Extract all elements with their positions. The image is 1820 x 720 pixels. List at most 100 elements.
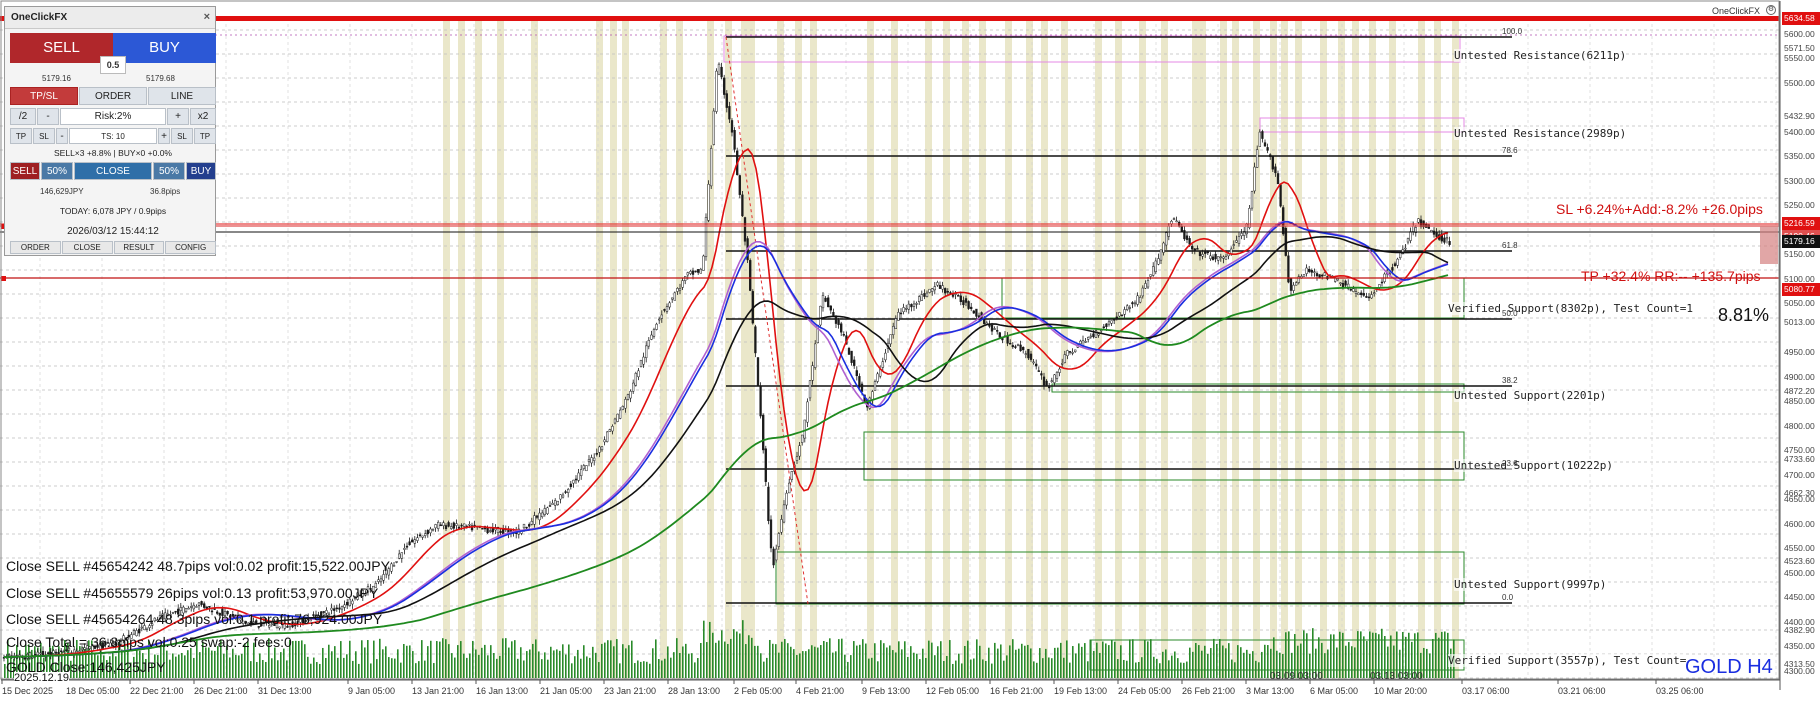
settings-icon[interactable]: ⚙ (1766, 5, 1776, 15)
close-sell-half-button[interactable]: 50% (41, 162, 73, 180)
volume-bar (751, 637, 753, 678)
price-axis-label: 4600.00 (1784, 518, 1815, 529)
volume-bar (352, 660, 354, 678)
close-all-button[interactable]: CLOSE (74, 162, 152, 180)
ts-minus-button[interactable]: - (56, 128, 68, 144)
tab-order-bottom[interactable]: ORDER (10, 241, 61, 254)
buy-button[interactable]: BUY (113, 33, 216, 63)
volume-bar (1039, 648, 1041, 678)
candle-body (975, 308, 978, 317)
tab-result-bottom[interactable]: RESULT (113, 241, 165, 254)
tab-tpsl[interactable]: TP/SL (10, 87, 78, 105)
volume-bar (577, 649, 579, 678)
candle-body (1027, 348, 1030, 359)
tp-left-button[interactable]: TP (10, 128, 32, 144)
tab-config-bottom[interactable]: CONFIG (165, 241, 216, 254)
volume-bar (67, 643, 69, 678)
sl-left-button[interactable]: SL (33, 128, 55, 144)
volume-bar (814, 646, 816, 678)
candle-body (561, 494, 565, 498)
session-band (1041, 18, 1048, 680)
ts-plus-button[interactable]: + (158, 128, 170, 144)
volume-bar (1234, 662, 1236, 678)
candle-body (860, 383, 864, 392)
tab-order[interactable]: ORDER (79, 87, 147, 105)
volume-bar (1384, 636, 1386, 678)
volume-bar (547, 659, 549, 678)
volume-bar (769, 639, 771, 678)
candle-body (780, 519, 783, 533)
volume-bar (691, 653, 693, 678)
risk-field[interactable]: Risk:2% (60, 108, 166, 125)
tab-line[interactable]: LINE (148, 87, 216, 105)
volume-bar (1333, 634, 1335, 678)
volume-bar (553, 650, 555, 678)
close-buy-half-button[interactable]: 50% (153, 162, 185, 180)
candle-body (190, 606, 193, 608)
volume-bar (397, 649, 399, 678)
candle-body (496, 527, 500, 533)
candle-body (1128, 307, 1131, 309)
volume-bar (490, 645, 492, 678)
volume-bar (70, 660, 72, 678)
close-sell-button[interactable]: SELL (10, 162, 40, 180)
volume-bar (256, 661, 258, 678)
candle-body (1009, 342, 1012, 345)
candle-body (889, 334, 892, 345)
candle-body (1094, 330, 1098, 338)
candle-body (36, 651, 39, 656)
candle-body (1295, 282, 1298, 286)
price-axis-label: 4750.00 (1784, 445, 1815, 456)
candle-body (1087, 336, 1090, 340)
volume-bar (1159, 663, 1161, 678)
candle-body (179, 607, 182, 611)
volume-bar (760, 653, 762, 678)
candle-body (988, 324, 991, 327)
candle-body (821, 295, 825, 309)
volume-bar (1051, 658, 1053, 678)
tab-close-bottom[interactable]: CLOSE (61, 241, 113, 254)
candle-body (327, 613, 331, 616)
volume-bar (127, 641, 129, 678)
session-bands (443, 18, 1459, 680)
plus-risk-button[interactable]: + (167, 108, 189, 125)
sell-button[interactable]: SELL (10, 33, 113, 63)
candle-body (577, 472, 580, 481)
sl-right-button[interactable]: SL (171, 128, 193, 144)
volume-bar (238, 655, 240, 678)
high-price-line (0, 16, 1780, 21)
candle-body (1014, 346, 1017, 348)
candle-body (634, 373, 637, 386)
close-icon[interactable]: × (203, 11, 210, 23)
volume-bar (565, 654, 567, 678)
volume-bar (154, 654, 156, 678)
volume-bar (877, 661, 879, 678)
candle-body (548, 505, 552, 507)
candle-body (1357, 292, 1360, 296)
position-summary: SELL×3 +8.8% | BUY×0 +0.0% (54, 148, 172, 158)
tp-right-button[interactable]: TP (194, 128, 216, 144)
volume-bar (142, 653, 144, 678)
candle-body (416, 537, 419, 541)
candle-body (1006, 335, 1009, 344)
candle-body (593, 457, 596, 461)
trailing-stop-field[interactable]: TS: 10 (69, 128, 157, 144)
volume-bar (778, 652, 780, 678)
volume-bar (214, 650, 216, 678)
candle-body (946, 291, 949, 293)
volume-bar (283, 648, 285, 678)
panel-titlebar[interactable]: OneClickFX × (5, 7, 215, 29)
volume-bar (19, 650, 21, 678)
candle-body (171, 611, 175, 614)
volume-bar (190, 648, 192, 678)
double-risk-button[interactable]: x2 (190, 108, 216, 125)
half-risk-button[interactable]: /2 (10, 108, 36, 125)
lot-size-input[interactable]: 0.5 (100, 56, 126, 74)
volume-bar (1315, 648, 1317, 678)
volume-bar (1228, 643, 1230, 678)
close-buy-button[interactable]: BUY (186, 162, 216, 180)
volume-bar (1075, 653, 1077, 678)
minus-risk-button[interactable]: - (37, 108, 59, 125)
volume-bar (688, 653, 690, 678)
